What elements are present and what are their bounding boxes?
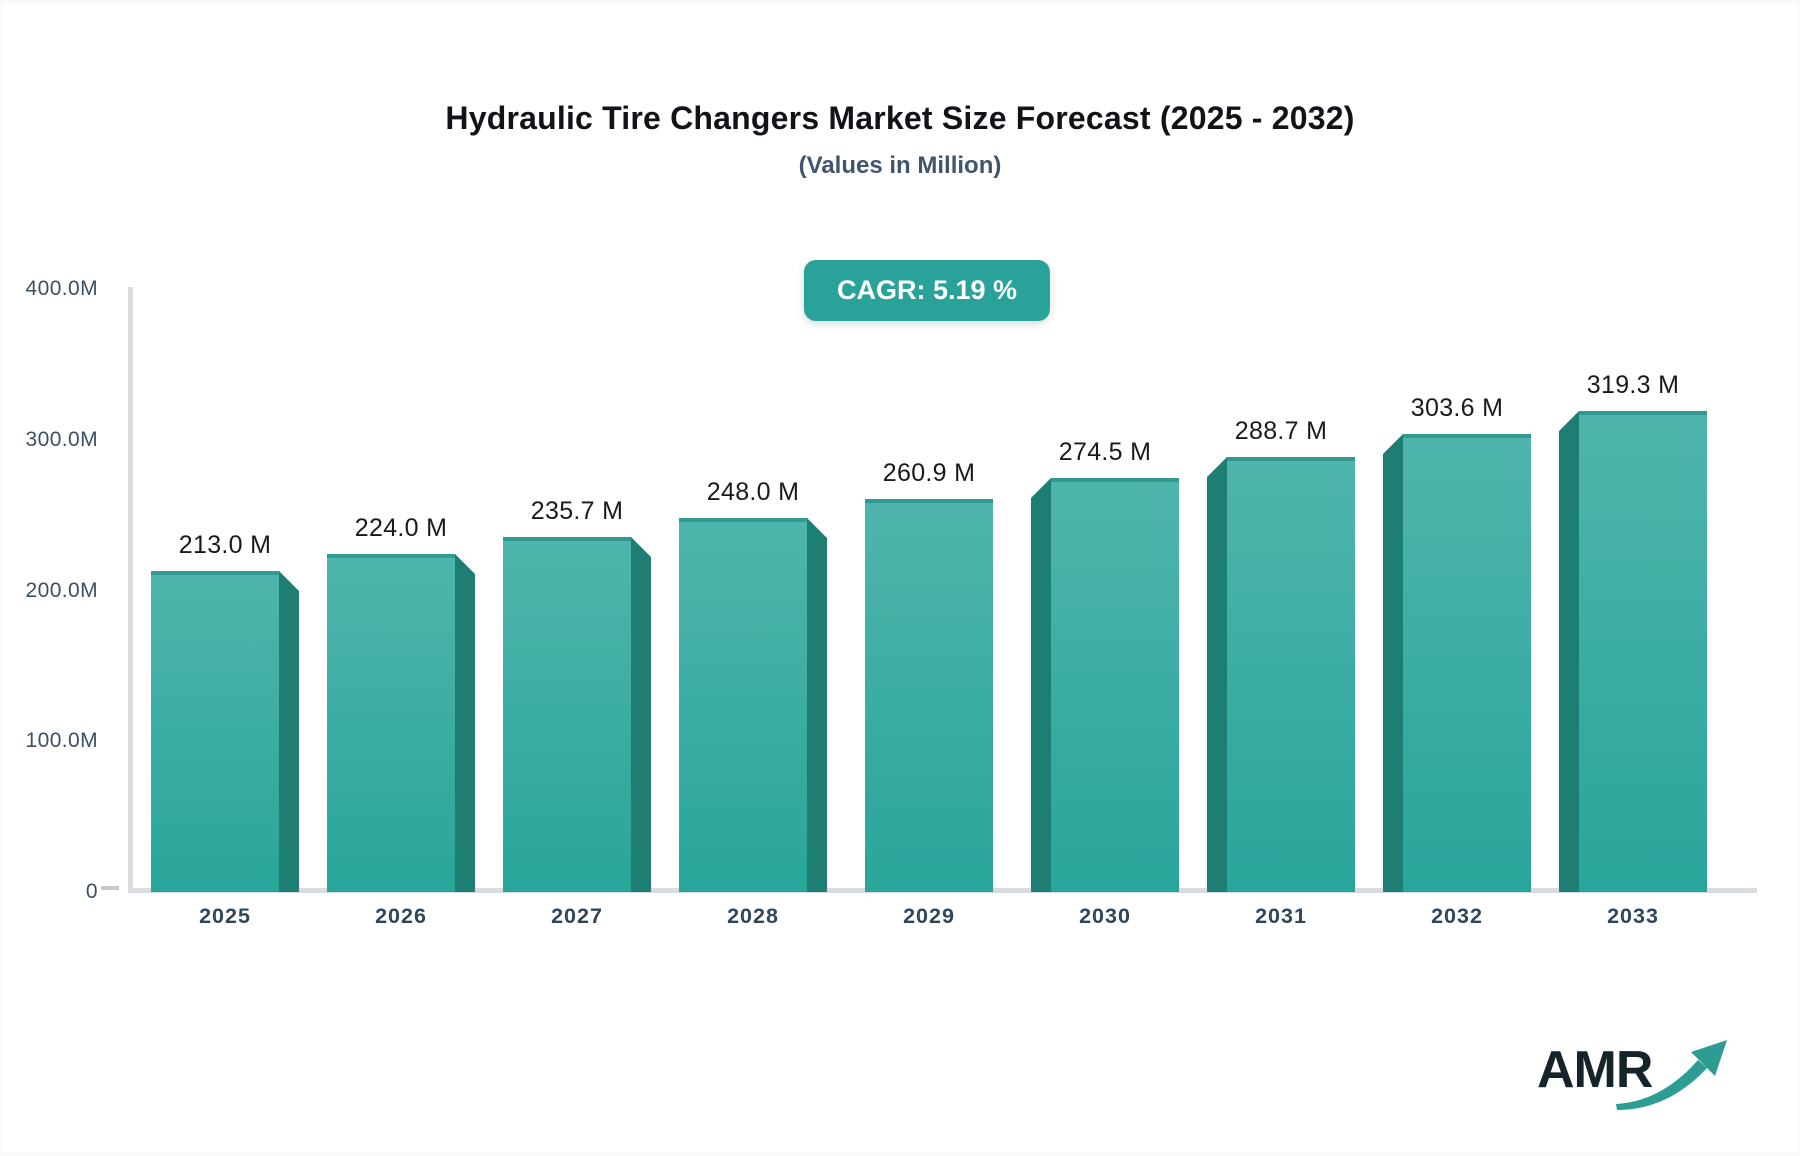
cagr-badge: CAGR: 5.19 % (803, 260, 1051, 321)
bar-side-shade (1559, 411, 1579, 892)
bar (503, 537, 631, 892)
bar (1051, 478, 1179, 892)
bar (151, 571, 279, 892)
bar-column (855, 499, 1003, 892)
x-tick-label: 2029 (903, 904, 955, 928)
chart-title: Hydraulic Tire Changers Market Size Fore… (445, 100, 1355, 136)
bar (1227, 457, 1355, 892)
bar-column (503, 537, 651, 892)
bar-side-shade (455, 554, 475, 892)
bar-column (327, 554, 475, 892)
bar-side-shade (1383, 434, 1403, 892)
bar (1579, 411, 1707, 892)
x-tick-label: 2026 (375, 904, 427, 928)
bar-side-shade (807, 518, 827, 892)
y-tick-label: 200.0M (25, 578, 98, 602)
y-tick-label: 400.0M (25, 277, 98, 300)
bar-value-label: 224.0 M (354, 514, 448, 542)
x-tick-label: 2028 (727, 904, 779, 928)
bar (327, 554, 455, 892)
bar-column (1031, 478, 1179, 892)
bar (865, 499, 993, 892)
bar-column (151, 571, 299, 892)
bar-column (1383, 434, 1531, 892)
bar-column (679, 518, 827, 892)
y-tick-label: 0 (85, 880, 98, 903)
bar-value-label: 319.3 M (1586, 371, 1680, 399)
bar-value-label: 303.6 M (1410, 394, 1504, 422)
x-tick-label: 2033 (1607, 904, 1659, 928)
x-tick-label: 2025 (199, 904, 251, 928)
bar-value-label: 274.5 M (1058, 438, 1152, 466)
x-tick-label: 2031 (1255, 904, 1307, 928)
bar-value-label: 213.0 M (178, 531, 272, 559)
y-tick-label: 300.0M (25, 427, 98, 451)
amr-logo: AMR (1537, 1040, 1727, 1120)
x-tick-label: 2027 (551, 904, 603, 928)
bar-side-shade (279, 571, 299, 892)
bar-value-label: 288.7 M (1234, 417, 1328, 445)
bar-column (1559, 411, 1707, 892)
x-tick-label: 2030 (1079, 904, 1131, 928)
growth-arrow-icon (1616, 1040, 1727, 1110)
bar-column (1207, 457, 1355, 892)
y-axis-line (128, 287, 133, 892)
x-tick-label: 2032 (1431, 904, 1483, 928)
amr-logo-text: AMR (1537, 1041, 1653, 1099)
chart-card: Hydraulic Tire Changers Market Size Fore… (2, 4, 1798, 1152)
bar-side-shade (1031, 478, 1051, 892)
bar-value-label: 248.0 M (706, 478, 800, 506)
chart-subtitle: (Values in Million) (798, 152, 1002, 179)
bar-side-shade (631, 537, 651, 892)
bar-value-label: 260.9 M (882, 459, 976, 487)
bar (679, 518, 807, 892)
bar-side-shade (1207, 457, 1227, 892)
bar-value-label: 235.7 M (530, 497, 624, 525)
bar (1403, 434, 1531, 892)
zero-tick-mark (101, 886, 119, 890)
y-tick-label: 100.0M (25, 729, 98, 753)
